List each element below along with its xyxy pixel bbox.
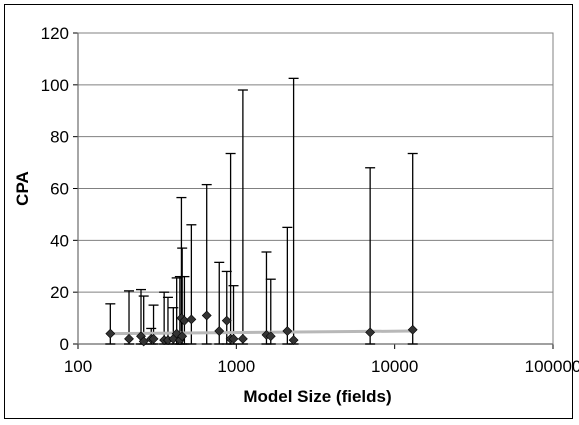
data-point <box>228 333 239 344</box>
y-tick-label: 80 <box>50 128 69 147</box>
data-point <box>265 331 276 342</box>
gridlines <box>73 32 554 349</box>
data-point <box>177 331 188 342</box>
data-point <box>105 328 116 339</box>
x-tick-label: 10000 <box>371 357 418 376</box>
y-tick-label: 0 <box>60 335 69 354</box>
y-tick-labels: 0 20 40 60 80 100 120 <box>41 24 69 354</box>
data-points <box>105 310 418 347</box>
trendline-segment <box>110 329 413 336</box>
data-point <box>148 333 159 344</box>
plot-area <box>77 32 554 345</box>
x-tick-label: 1000 <box>217 357 255 376</box>
data-point <box>221 315 232 326</box>
data-point <box>282 326 293 336</box>
data-point <box>237 333 248 344</box>
x-tick-label: 100000 <box>525 357 579 376</box>
x-axis-title: Model Size (fields) <box>243 387 391 406</box>
chart-frame <box>4 4 573 419</box>
x-tick-label: 100 <box>64 357 92 376</box>
y-tick-label: 20 <box>50 283 69 302</box>
y-tick-label: 100 <box>41 76 69 95</box>
data-point <box>365 327 376 338</box>
x-tick-labels: 100 1000 10000 100000 <box>64 357 579 376</box>
data-point <box>288 335 299 346</box>
error-bars <box>105 77 418 345</box>
y-axis-title: CPA <box>13 171 32 206</box>
y-tick-label: 60 <box>50 180 69 199</box>
data-point <box>124 333 134 344</box>
data-point <box>138 336 149 347</box>
y-tick-label: 40 <box>50 231 69 250</box>
y-tick-label: 120 <box>41 24 69 43</box>
data-point <box>201 310 212 321</box>
data-point <box>214 326 225 336</box>
trendline <box>110 329 413 336</box>
data-point <box>186 314 197 325</box>
data-point <box>407 324 418 335</box>
